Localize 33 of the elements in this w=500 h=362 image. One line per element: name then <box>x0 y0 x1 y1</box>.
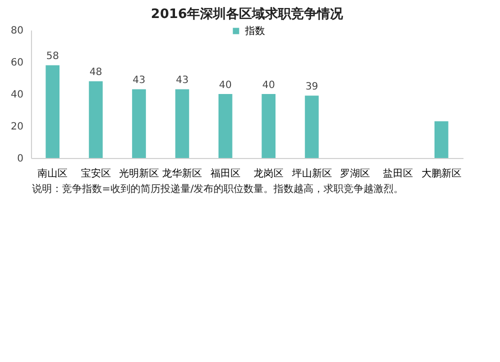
text: 48 <box>89 67 102 78</box>
x-tick-label: 罗湖区 <box>340 168 370 180</box>
bar <box>175 89 190 158</box>
x-tick-label: 盐田区 <box>383 168 414 180</box>
x-tick-label: 光明新区 <box>119 168 159 180</box>
x-tick-label: 大鹏新区 <box>421 168 462 180</box>
bar <box>46 65 60 158</box>
text: 说明：竞争指数=收到的简历投递量/发布的职位数量。指数越高，求职竞争越激烈。 <box>32 182 405 196</box>
bar <box>434 121 448 158</box>
y-tick-label: 40 <box>10 90 24 100</box>
chart-title: 2016年深圳各区域求职竞争情况 <box>150 6 344 22</box>
text: 43 <box>132 75 146 86</box>
bar <box>132 89 146 158</box>
y-tick-label: 60 <box>10 58 24 68</box>
text: 43 <box>176 75 189 86</box>
y-tick-label: 80 <box>10 26 24 36</box>
x-tick-label: 南山区 <box>38 168 68 180</box>
y-tick-label: 0 <box>17 154 24 164</box>
bar <box>218 94 232 158</box>
x-tick-label: 坪山新区 <box>290 168 332 180</box>
x-tick-label: 龙岗区 <box>254 168 284 180</box>
text: 40 <box>262 80 275 91</box>
x-tick-label: 福田区 <box>210 168 240 180</box>
bar <box>304 96 319 158</box>
text: 58 <box>46 51 59 62</box>
text: 40 <box>219 80 232 91</box>
y-tick-label: 20 <box>10 122 24 132</box>
bar <box>262 94 276 158</box>
legend-label: 指数 <box>244 25 265 37</box>
x-tick-label: 龙华新区 <box>162 168 202 180</box>
bar <box>88 81 103 158</box>
text: 39 <box>305 82 318 93</box>
x-tick-label: 宝安区 <box>80 168 111 180</box>
